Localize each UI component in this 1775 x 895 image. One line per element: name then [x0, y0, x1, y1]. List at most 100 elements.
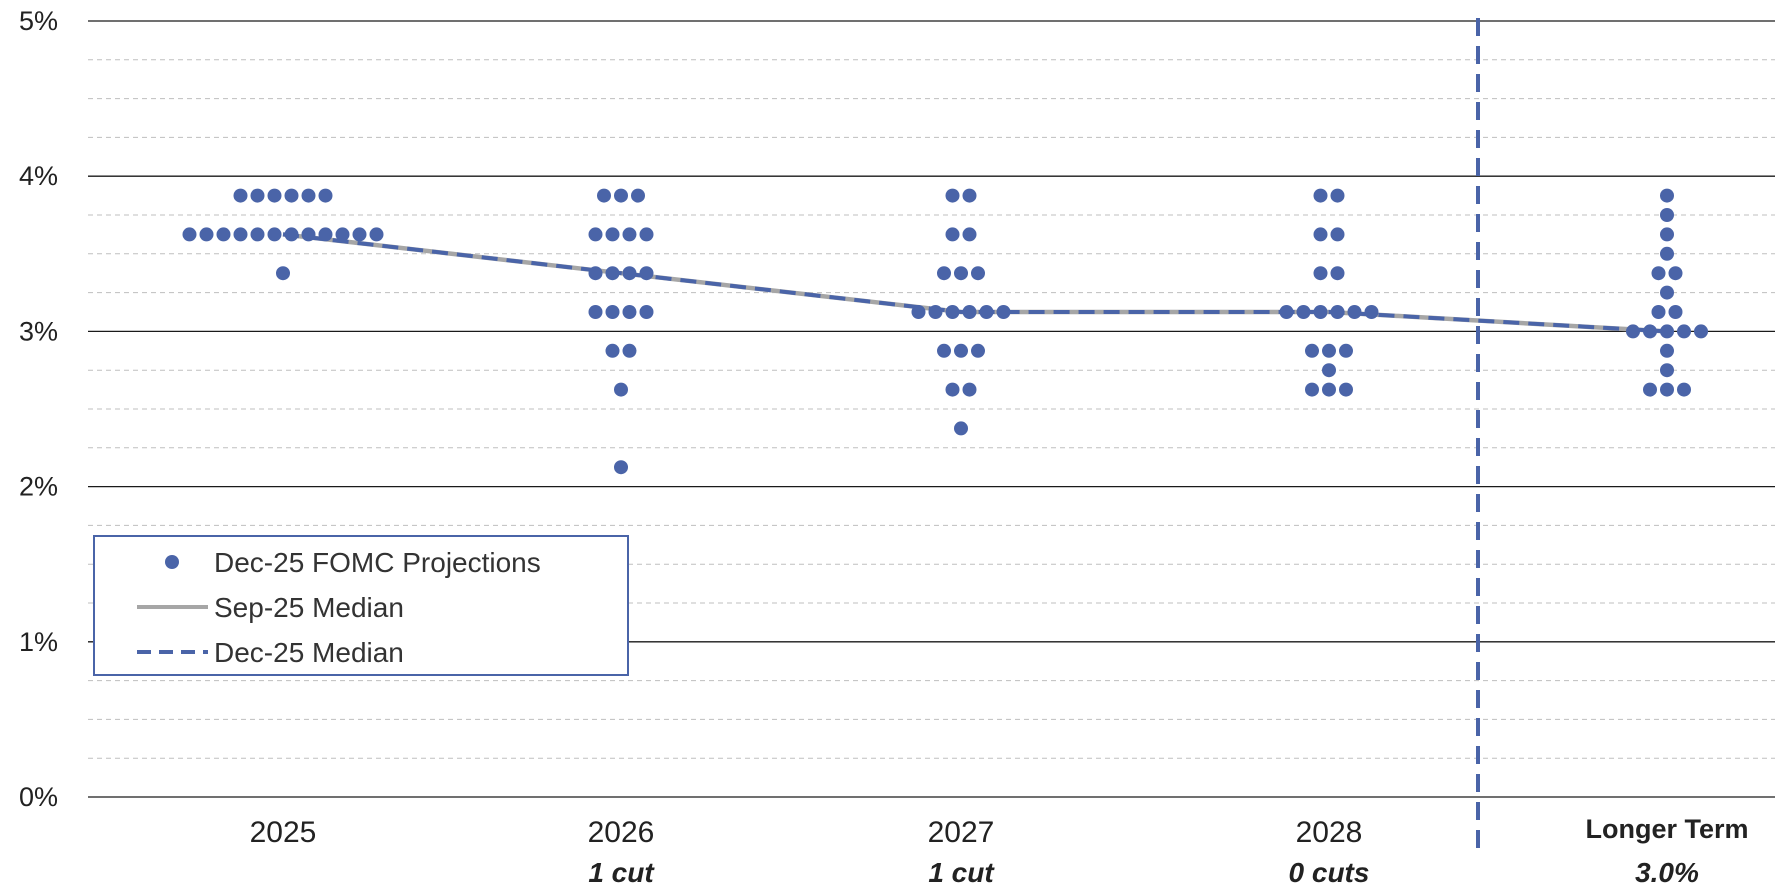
projection-dot — [962, 188, 977, 203]
projection-dot — [996, 305, 1011, 319]
projection-dot — [588, 305, 603, 319]
projection-dot — [1660, 324, 1674, 339]
projection-dot — [1305, 382, 1319, 397]
projection-dot — [1660, 188, 1674, 203]
projection-dot — [614, 460, 628, 475]
projection-dot — [911, 305, 926, 319]
projection-dot — [1660, 343, 1674, 358]
y-tick-label: 1% — [19, 627, 58, 657]
projection-dot — [1322, 363, 1336, 378]
x-category-label: 2028 — [1296, 816, 1363, 849]
projection-dot — [250, 188, 265, 203]
projection-dot — [1651, 305, 1666, 319]
projection-dot — [631, 188, 645, 203]
projection-dot — [352, 227, 367, 242]
x-category-label: 2025 — [250, 816, 317, 849]
projection-dot — [1330, 266, 1345, 281]
projection-dot — [1313, 227, 1328, 242]
projection-dot — [1668, 266, 1683, 281]
projection-dot — [945, 188, 960, 203]
projection-dot — [1313, 188, 1328, 203]
y-tick-label: 4% — [19, 161, 58, 191]
projection-dot — [1339, 382, 1353, 397]
projection-dot — [250, 227, 265, 242]
projection-dot — [1677, 382, 1691, 397]
projection-dot — [284, 188, 299, 203]
projection-dot — [267, 188, 282, 203]
x-axis-category-labels: 2025 2026 1 cut 2027 1 cut 2028 0 cuts Longer T… — [250, 814, 1749, 888]
median-lines — [282, 232, 1668, 334]
projection-dot — [954, 266, 968, 281]
legend: Dec-25 FOMC Projections Sep-25 Median De… — [93, 535, 629, 676]
dec-median-line — [282, 232, 1668, 334]
y-tick-label: 3% — [19, 316, 58, 346]
projection-dot — [622, 266, 637, 281]
projection-dot — [276, 266, 290, 281]
projection-dot — [605, 266, 620, 281]
projection-dot — [622, 227, 637, 242]
projection-dot — [954, 421, 968, 436]
projection-dot — [301, 227, 316, 242]
projection-dot — [971, 266, 985, 281]
projection-dot — [1626, 324, 1640, 339]
y-tick-label: 2% — [19, 472, 58, 502]
projection-dot — [284, 227, 299, 242]
projection-dot — [1643, 382, 1657, 397]
x-category-label: 2027 — [928, 816, 995, 849]
projection-dot — [216, 227, 231, 242]
projection-dot — [1322, 343, 1336, 358]
projection-dot — [1694, 324, 1708, 339]
projection-dot — [962, 305, 977, 319]
projection-dot — [588, 227, 603, 242]
x-category-subtitle: 0 cuts — [1289, 857, 1370, 888]
x-category-label: 2026 — [588, 816, 655, 849]
projection-dot — [962, 227, 977, 242]
projection-dot — [937, 266, 951, 281]
projection-dot — [962, 382, 977, 397]
projection-dot — [1668, 305, 1683, 319]
projection-dot — [937, 343, 951, 358]
legend-label-projections: Dec-25 FOMC Projections — [214, 547, 541, 578]
y-tick-label: 5% — [19, 6, 58, 36]
projection-dot — [1660, 246, 1674, 261]
projection-dot — [605, 305, 620, 319]
projection-dot — [182, 227, 197, 242]
projection-dot — [318, 188, 333, 203]
projection-dot — [928, 305, 943, 319]
projection-dot — [199, 227, 214, 242]
projection-dot — [369, 227, 384, 242]
legend-dot-marker — [165, 555, 179, 569]
projection-dot — [1296, 305, 1311, 319]
projection-dot — [1330, 188, 1345, 203]
projection-dot — [1660, 285, 1674, 300]
projection-dot — [1643, 324, 1657, 339]
x-category-subtitle: 1 cut — [928, 857, 995, 888]
projection-dot — [318, 227, 333, 242]
projection-dot — [1347, 305, 1362, 319]
projection-dot — [1660, 363, 1674, 378]
projection-dot — [971, 343, 985, 358]
projection-dot — [605, 343, 620, 358]
projection-dot — [945, 227, 960, 242]
projection-dot — [267, 227, 282, 242]
projection-dot — [1660, 208, 1674, 222]
projection-dot — [639, 266, 654, 281]
projection-dot — [1660, 227, 1674, 242]
y-axis-tick-labels: 0% 1% 2% 3% 4% 5% — [19, 6, 58, 812]
projection-dot — [1651, 266, 1666, 281]
projection-dot — [622, 305, 637, 319]
projection-dot — [1322, 382, 1336, 397]
projection-dot — [1330, 227, 1345, 242]
projection-dot — [1660, 382, 1674, 397]
projection-dot — [588, 266, 603, 281]
projection-dot — [1330, 305, 1345, 319]
projection-dot — [945, 382, 960, 397]
projection-dot — [1279, 305, 1294, 319]
legend-label-dec-median: Dec-25 Median — [214, 637, 404, 668]
sep-median-line — [282, 232, 1668, 334]
x-category-label: Longer Term — [1585, 814, 1748, 844]
projection-dot — [954, 343, 968, 358]
projection-dot — [622, 343, 637, 358]
projection-dot — [1339, 343, 1353, 358]
